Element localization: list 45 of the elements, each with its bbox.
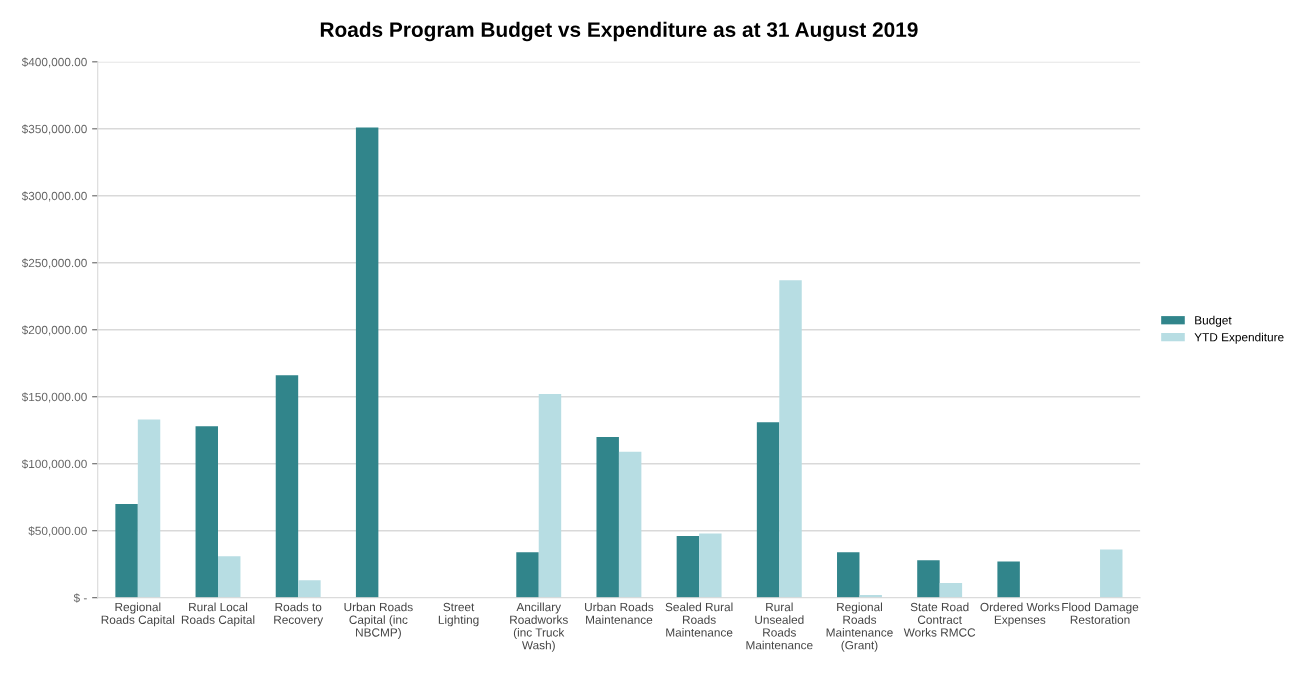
bar (837, 552, 860, 598)
y-tick-label: $50,000.00 (28, 526, 87, 537)
y-tick-label: $150,000.00 (21, 392, 87, 403)
y-tick-label: $300,000.00 (21, 191, 87, 202)
legend-label: YTD Expenditure (1194, 332, 1284, 344)
bar (1100, 549, 1123, 598)
x-tick-label: Rural Unsealed Roads Maintenance (746, 602, 813, 650)
bar (676, 536, 700, 598)
bar (699, 533, 722, 598)
y-tick-label: $ - (73, 593, 87, 603)
chart-title: Roads Program Budget vs Expenditure as at 31 August 2019 (320, 21, 918, 42)
bar (115, 503, 138, 598)
bar (596, 436, 619, 598)
x-tick-label: Urban Roads Capital (inc NBCMP) (344, 602, 413, 639)
y-tick-label: $100,000.00 (21, 459, 87, 470)
x-tick-label: Flood Damage Restoration (1062, 602, 1139, 624)
bar (779, 280, 802, 598)
bar (137, 419, 161, 598)
bar (917, 560, 940, 598)
bar (939, 582, 963, 598)
y-tick-label: $350,000.00 (21, 124, 87, 135)
bar (355, 127, 379, 598)
x-tick-label: Ordered Works Expenses (980, 602, 1060, 627)
bar (195, 426, 218, 598)
y-tick-label: $200,000.00 (21, 325, 87, 336)
bar (538, 394, 562, 598)
bar (275, 375, 299, 598)
bar (298, 580, 321, 598)
bar (218, 556, 241, 598)
x-tick-label: Regional Roads Capital (101, 602, 175, 627)
x-tick-label: Rural Local Roads Capital (181, 602, 255, 627)
bar (756, 422, 780, 598)
x-tick-label: Urban Roads Maintenance (585, 602, 654, 624)
bar (997, 561, 1020, 598)
bar (618, 451, 642, 598)
x-tick-label: Sealed Rural Roads Maintenance (665, 602, 733, 637)
y-tick-label: $250,000.00 (21, 258, 87, 269)
bar (516, 552, 539, 598)
legend-label: Budget (1195, 315, 1232, 327)
x-tick-label: Regional Roads Maintenance (Grant) (826, 602, 893, 652)
x-tick-label: Ancillary Roadworks (inc Truck Wash) (510, 602, 568, 652)
y-tick-label: $400,000.00 (21, 57, 87, 68)
x-tick-label: Roads to Recovery (274, 602, 324, 627)
x-tick-label: State Road Contract Works RMCC (903, 602, 976, 637)
x-tick-label: Street Lighting (438, 602, 479, 627)
